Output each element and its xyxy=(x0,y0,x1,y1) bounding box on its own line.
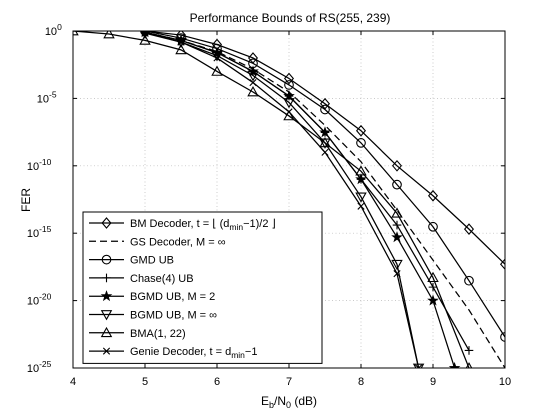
series-2-point-8 xyxy=(428,221,438,232)
series-2-point-10 xyxy=(500,332,505,342)
series-6-point-2 xyxy=(139,34,151,45)
series-4-point-5 xyxy=(319,126,331,138)
series-7-point-8 xyxy=(415,364,423,368)
series-6-point-1 xyxy=(103,31,115,39)
y-tick-label-5: 10-25 xyxy=(27,359,52,375)
y-tick-label-3: 10-15 xyxy=(27,224,52,240)
legend-label-1: GS Decoder, M = ∞ xyxy=(130,236,226,248)
series-7-point-2 xyxy=(213,54,221,62)
series-3-point-8 xyxy=(428,282,438,292)
series-6-point-5 xyxy=(247,86,259,97)
series-6-point-9 xyxy=(391,207,403,218)
y-axis-label: FER xyxy=(19,188,33,212)
series-line-0 xyxy=(144,31,505,265)
series-line-4 xyxy=(144,31,456,368)
y-tick-label-0: 100 xyxy=(45,22,62,38)
series-5-point-3 xyxy=(247,71,259,82)
series-7-point-7 xyxy=(393,270,401,278)
axis-ticks: 4 5 6 7 8 9 10 100 10-5 10-10 10-15 10-20 10-25 xyxy=(27,22,511,388)
series-7-point-3 xyxy=(249,78,257,87)
legend-label-0: BM Decoder, t = ⌊ (dmin−1)/2 ⌋ xyxy=(130,218,276,232)
series-4-point-7 xyxy=(391,231,403,243)
series-0-point-7 xyxy=(391,159,403,172)
series-line-6 xyxy=(73,31,470,368)
legend-marker-0 xyxy=(101,217,112,229)
y-tick-label-2: 10-10 xyxy=(27,157,52,173)
legend-marker-7 xyxy=(102,347,111,355)
legend-label-3: Chase(4) UB xyxy=(130,273,194,285)
series-7-point-1 xyxy=(177,38,185,46)
legend-marker-3 xyxy=(102,273,111,283)
series-0-point-6 xyxy=(355,124,367,137)
x-tick-label-1: 5 xyxy=(142,376,148,388)
series-4-point-8 xyxy=(427,294,439,306)
series-line-2 xyxy=(144,31,505,338)
series-line-1 xyxy=(144,31,505,368)
series-0-point-8 xyxy=(427,189,439,202)
series-2-point-4 xyxy=(284,80,294,90)
legend-label-4: BGMD UB, M = 2 xyxy=(130,291,215,303)
series-0-point-4 xyxy=(283,72,295,85)
series-6-point-7 xyxy=(319,136,331,148)
series-2-point-7 xyxy=(392,179,402,190)
series-7-point-5 xyxy=(321,148,329,156)
x-tick-label-3: 7 xyxy=(286,376,292,388)
legend: BM Decoder, t = ⌊ (dmin−1)/2 ⌋ GS Decoder… xyxy=(82,211,323,364)
series-0-point-9 xyxy=(463,223,475,235)
x-tick-label-5: 9 xyxy=(430,376,436,388)
y-tick-label-1: 10-5 xyxy=(37,89,57,105)
legend-label-7: Genie Decoder, t = dmin−1 xyxy=(130,346,257,360)
series-6-point-4 xyxy=(211,65,223,76)
curves-clip-group xyxy=(73,31,505,368)
legend-label-2: GMD UB xyxy=(130,255,174,267)
chart-title: Performance Bounds of RS(255, 239) xyxy=(190,11,391,25)
legend-label-6: BMA(1, 22) xyxy=(130,328,186,340)
x-axis-label: Eb/N0 (dB) xyxy=(261,394,317,410)
series-0-point-10 xyxy=(499,258,505,271)
series-5-point-4 xyxy=(283,98,295,109)
series-4-point-9 xyxy=(448,361,461,368)
series-2-point-9 xyxy=(464,275,474,286)
legend-label-5: BGMD UB, M = ∞ xyxy=(130,310,217,322)
series-5-point-7 xyxy=(391,259,403,271)
legend-marker-2 xyxy=(101,254,112,265)
y-tick-label-4: 10-20 xyxy=(27,292,52,308)
series-line-5 xyxy=(144,32,420,368)
x-tick-label-6: 10 xyxy=(499,376,511,388)
x-tick-label-4: 8 xyxy=(358,376,364,388)
series-5-point-8 xyxy=(412,363,425,368)
series-6-point-10 xyxy=(427,271,439,283)
series-7-point-6 xyxy=(357,202,365,210)
legend-marker-4 xyxy=(100,290,113,302)
series-4-point-6 xyxy=(355,173,367,185)
series-3-point-7 xyxy=(392,220,402,230)
series-4-point-3 xyxy=(247,65,259,77)
legend-box xyxy=(82,211,323,364)
series-2-point-5 xyxy=(320,104,330,115)
series-6-point-3 xyxy=(175,43,187,55)
curves xyxy=(73,31,505,368)
x-tick-label-2: 6 xyxy=(214,376,220,388)
series-3-point-9 xyxy=(464,346,474,355)
series-2-point-6 xyxy=(356,138,366,148)
series-5-point-6 xyxy=(355,192,367,203)
series-7-point-4 xyxy=(285,108,293,116)
legend-marker-5 xyxy=(100,310,113,321)
legend-marker-6 xyxy=(100,326,113,338)
series-6-point-8 xyxy=(355,165,367,176)
x-tick-label-0: 4 xyxy=(70,376,76,388)
